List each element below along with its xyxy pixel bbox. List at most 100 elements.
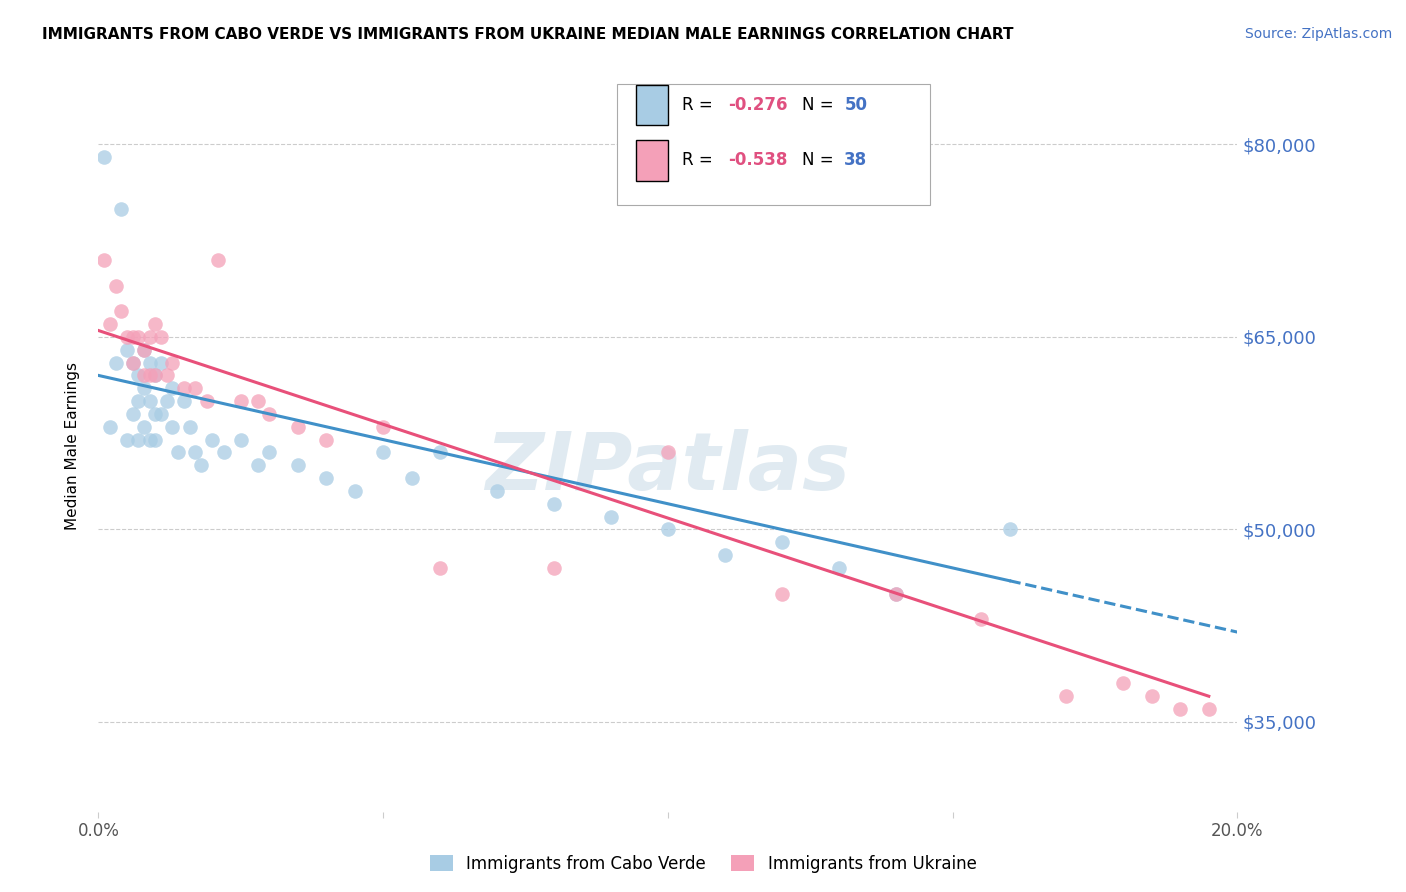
Point [259, 445, 281, 459]
Point [127, 330, 149, 344]
Point [132, 419, 155, 434]
FancyBboxPatch shape [636, 85, 668, 125]
Text: R =: R = [682, 96, 717, 114]
Point [401, 471, 423, 485]
Point [98, 317, 121, 331]
Point [315, 471, 337, 485]
Text: -0.538: -0.538 [728, 152, 787, 169]
Text: IMMIGRANTS FROM CABO VERDE VS IMMIGRANTS FROM UKRAINE MEDIAN MALE EARNINGS CORRE: IMMIGRANTS FROM CABO VERDE VS IMMIGRANTS… [42, 27, 1014, 42]
Point [884, 586, 907, 600]
Point [657, 523, 679, 537]
FancyBboxPatch shape [617, 84, 929, 204]
Point [315, 433, 337, 447]
Point [184, 381, 207, 395]
Point [145, 407, 167, 421]
Point [110, 304, 132, 318]
Point [884, 586, 907, 600]
Point [970, 612, 993, 626]
Point [486, 483, 509, 498]
Point [195, 394, 218, 409]
Point [150, 355, 173, 369]
Point [543, 497, 565, 511]
Point [373, 445, 395, 459]
Point [600, 509, 623, 524]
Point [770, 586, 793, 600]
Point [104, 355, 127, 369]
Point [259, 407, 281, 421]
Point [714, 548, 737, 562]
Point [138, 433, 160, 447]
Point [93, 252, 115, 267]
Point [167, 445, 190, 459]
Point [179, 419, 201, 434]
Text: 38: 38 [845, 152, 868, 169]
Text: ZIPatlas: ZIPatlas [485, 429, 851, 507]
Point [138, 330, 160, 344]
Point [110, 202, 132, 216]
Point [138, 368, 160, 383]
Text: Source: ZipAtlas.com: Source: ZipAtlas.com [1244, 27, 1392, 41]
Point [145, 433, 167, 447]
Point [184, 445, 207, 459]
Point [138, 355, 160, 369]
Text: N =: N = [803, 96, 839, 114]
Point [190, 458, 212, 473]
Point [828, 561, 851, 575]
Point [121, 355, 143, 369]
Point [132, 368, 155, 383]
Point [770, 535, 793, 549]
Point [138, 394, 160, 409]
Point [998, 523, 1021, 537]
Point [229, 433, 252, 447]
Point [287, 419, 309, 434]
Point [1170, 702, 1192, 716]
Text: R =: R = [682, 152, 717, 169]
Point [150, 330, 173, 344]
Point [173, 394, 195, 409]
Point [115, 343, 138, 357]
Y-axis label: Median Male Earnings: Median Male Earnings [65, 362, 80, 530]
Point [229, 394, 252, 409]
Point [115, 330, 138, 344]
Point [93, 150, 115, 164]
Point [1112, 676, 1135, 690]
Point [1056, 690, 1078, 704]
Point [121, 330, 143, 344]
Point [132, 381, 155, 395]
Point [127, 433, 149, 447]
Point [429, 561, 451, 575]
Point [127, 394, 149, 409]
Point [115, 433, 138, 447]
Point [246, 394, 269, 409]
Legend: Immigrants from Cabo Verde, Immigrants from Ukraine: Immigrants from Cabo Verde, Immigrants f… [423, 848, 983, 880]
Point [543, 561, 565, 575]
Point [162, 355, 184, 369]
Point [246, 458, 269, 473]
Point [132, 343, 155, 357]
Point [1140, 690, 1163, 704]
Point [145, 317, 167, 331]
Point [121, 407, 143, 421]
Text: N =: N = [803, 152, 839, 169]
Point [145, 368, 167, 383]
Point [98, 419, 121, 434]
Point [1198, 702, 1220, 716]
Point [429, 445, 451, 459]
Point [104, 278, 127, 293]
Point [150, 407, 173, 421]
Text: 50: 50 [845, 96, 868, 114]
Point [343, 483, 366, 498]
Point [207, 252, 229, 267]
Point [212, 445, 235, 459]
Point [162, 419, 184, 434]
Point [657, 445, 679, 459]
Point [162, 381, 184, 395]
Point [156, 394, 179, 409]
Point [173, 381, 195, 395]
Point [121, 355, 143, 369]
Text: -0.276: -0.276 [728, 96, 787, 114]
Point [132, 343, 155, 357]
FancyBboxPatch shape [636, 140, 668, 180]
Point [373, 419, 395, 434]
Point [201, 433, 224, 447]
